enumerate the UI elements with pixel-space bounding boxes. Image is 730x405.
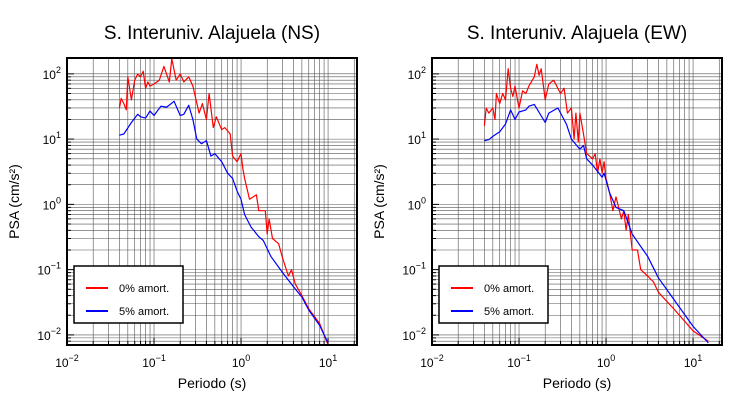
- y-tick-label: 10−1: [37, 261, 61, 278]
- x-tick-label: 101: [684, 353, 702, 370]
- y-tick-label: 100: [43, 195, 61, 212]
- x-tick-label: 10−2: [420, 353, 444, 370]
- y-tick-label: 101: [408, 130, 426, 147]
- legend-label: 5% amort.: [119, 306, 169, 318]
- x-tick-label: 10−1: [507, 353, 531, 370]
- y-axis-label: PSA (cm/s²): [371, 164, 387, 239]
- series-line-5pct: [484, 103, 709, 344]
- y-tick-label: 10−2: [402, 326, 426, 343]
- x-tick-label: 100: [232, 353, 250, 370]
- x-tick-label: 10−1: [142, 353, 166, 370]
- y-tick-label: 10−2: [37, 326, 61, 343]
- chart-title: S. Interuniv. Alajuela (NS): [104, 23, 320, 44]
- y-tick-label: 10−1: [402, 261, 426, 278]
- x-tick-label: 101: [319, 353, 337, 370]
- x-tick-label: 10−2: [55, 353, 79, 370]
- legend-box: [73, 265, 184, 324]
- plot-frame: [431, 57, 723, 346]
- legend-box: [438, 265, 549, 324]
- plot-frame: [66, 57, 358, 346]
- chart-panel-ns: 10−2 10−1 100 101 102 101 100 10−1 10−2 S. Interu…: [6, 23, 358, 391]
- y-axis-label: PSA (cm/s²): [6, 164, 22, 239]
- y-tick-label: 102: [408, 65, 426, 82]
- y-tick-label: 102: [43, 65, 61, 82]
- chart-title: S. Interuniv. Alajuela (EW): [467, 23, 687, 44]
- series-line-0pct: [118, 58, 329, 346]
- legend-label: 0% amort.: [119, 283, 169, 295]
- chart-panel-ew: 10−2 10−1 100 101 102 101 100 10−1 10−2 S. Interu…: [371, 23, 723, 391]
- legend: 0% amort. 5% amort.: [73, 265, 184, 324]
- x-axis-label: Periodo (s): [543, 375, 611, 391]
- series-line-5pct: [119, 100, 329, 344]
- legend-label: 0% amort.: [484, 283, 534, 295]
- legend: 0% amort. 5% amort.: [438, 265, 549, 324]
- y-tick-label: 101: [43, 130, 61, 147]
- x-axis-label: Periodo (s): [178, 375, 246, 391]
- y-tick-label: 100: [408, 195, 426, 212]
- legend-label: 5% amort.: [484, 306, 534, 318]
- x-tick-label: 100: [597, 353, 615, 370]
